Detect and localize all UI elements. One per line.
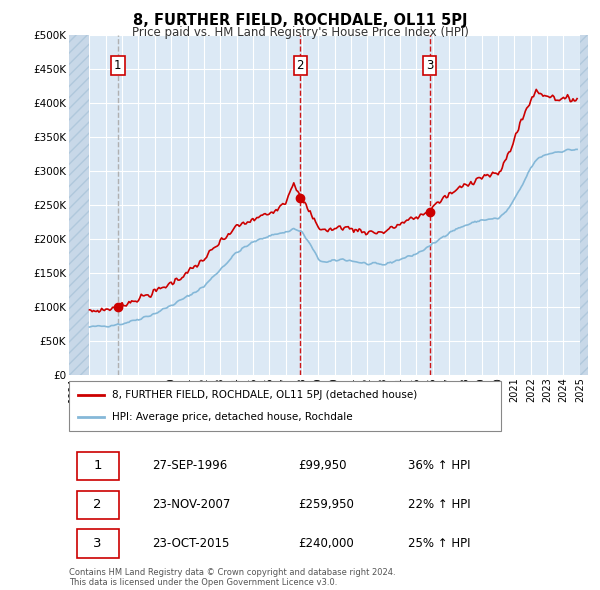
FancyBboxPatch shape [77, 490, 119, 519]
Text: 23-NOV-2007: 23-NOV-2007 [152, 499, 231, 512]
Text: Price paid vs. HM Land Registry's House Price Index (HPI): Price paid vs. HM Land Registry's House … [131, 26, 469, 39]
Text: 1: 1 [114, 60, 122, 73]
Text: 2: 2 [94, 499, 102, 512]
Text: 27-SEP-1996: 27-SEP-1996 [152, 460, 228, 473]
Bar [69, 35, 89, 375]
Text: HPI: Average price, detached house, Rochdale: HPI: Average price, detached house, Roch… [112, 412, 353, 422]
Text: £99,950: £99,950 [299, 460, 347, 473]
FancyBboxPatch shape [77, 451, 119, 480]
Text: 3: 3 [94, 537, 102, 550]
Text: 3: 3 [426, 60, 433, 73]
Text: 23-OCT-2015: 23-OCT-2015 [152, 537, 230, 550]
Text: £259,950: £259,950 [299, 499, 355, 512]
Bar [580, 35, 588, 375]
Text: 8, FURTHER FIELD, ROCHDALE, OL11 5PJ: 8, FURTHER FIELD, ROCHDALE, OL11 5PJ [133, 13, 467, 28]
Text: Contains HM Land Registry data © Crown copyright and database right 2024.
This d: Contains HM Land Registry data © Crown c… [69, 568, 395, 587]
Text: 22% ↑ HPI: 22% ↑ HPI [409, 499, 471, 512]
FancyBboxPatch shape [69, 381, 501, 431]
FancyBboxPatch shape [77, 529, 119, 558]
Text: 36% ↑ HPI: 36% ↑ HPI [409, 460, 471, 473]
Text: 25% ↑ HPI: 25% ↑ HPI [409, 537, 471, 550]
Text: 1: 1 [94, 460, 102, 473]
Text: 8, FURTHER FIELD, ROCHDALE, OL11 5PJ (detached house): 8, FURTHER FIELD, ROCHDALE, OL11 5PJ (de… [112, 389, 418, 399]
Text: 2: 2 [296, 60, 304, 73]
Text: £240,000: £240,000 [299, 537, 355, 550]
